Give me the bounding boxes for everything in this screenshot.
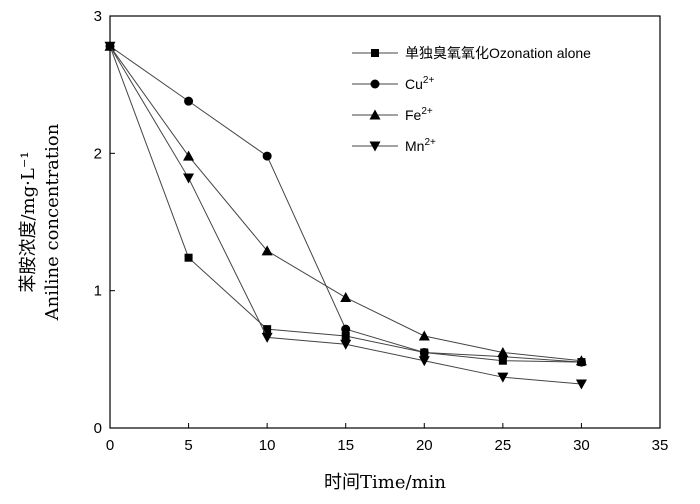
legend-marker (370, 79, 380, 89)
x-tick-label: 25 (495, 437, 512, 454)
legend-marker (369, 141, 381, 152)
legend-item-1: Cu2+ (352, 75, 434, 92)
legend-label: Mn2+ (405, 137, 436, 154)
series-2-point (418, 330, 430, 341)
series-group (104, 40, 587, 390)
series-3 (104, 41, 587, 390)
series-2-point (575, 355, 587, 366)
series-2-point (183, 150, 195, 161)
series-3-point (261, 332, 273, 343)
series-2 (104, 40, 587, 366)
legend-item-2: Fe2+ (352, 106, 433, 123)
legend-item-0: 单独臭氧氧化Ozonation alone (352, 45, 591, 61)
y-tick-label: 3 (94, 8, 102, 25)
series-0-point (184, 253, 193, 262)
legend-item-3: Mn2+ (352, 137, 436, 154)
legend-label: Fe2+ (405, 106, 433, 123)
series-1-point (262, 151, 272, 161)
y-tick-label: 0 (94, 420, 102, 437)
x-tick-label: 30 (573, 437, 590, 454)
y-axis-title-english: Aniline concentration (42, 123, 63, 321)
x-tick-label: 15 (337, 437, 354, 454)
series-3-point (418, 356, 430, 367)
series-3-point (575, 379, 587, 390)
y-tick-label: 1 (94, 283, 102, 300)
series-0-line (109, 46, 582, 363)
series-1 (105, 41, 586, 367)
x-tick-label: 0 (106, 437, 114, 454)
legend-label-superscript: 2+ (424, 137, 436, 148)
legend-label: 单独臭氧氧化Ozonation alone (405, 45, 591, 61)
series-1-point (184, 96, 194, 106)
legend-label-main: Fe (405, 107, 422, 123)
y-axis-title: 苯胺浓度/mg·L⁻¹ Aniline concentration (18, 123, 63, 321)
x-tick-label: 35 (652, 437, 669, 454)
series-3-point (340, 339, 352, 350)
series-3-point (183, 173, 195, 184)
series-2-line (109, 45, 582, 362)
series-2-point (261, 245, 273, 256)
series-2-point (340, 292, 352, 303)
legend-marker (371, 49, 379, 57)
y-tick-label: 2 (94, 145, 102, 162)
x-tick-label: 20 (416, 437, 433, 454)
legend-label: Cu2+ (405, 75, 434, 92)
series-3-point (104, 41, 116, 52)
legend-label-superscript: 2+ (421, 106, 433, 117)
series-1-line (109, 45, 582, 363)
series-1-point (419, 347, 429, 357)
x-tick-label: 10 (259, 437, 276, 454)
legend-label-superscript: 2+ (423, 75, 435, 86)
series-0-point (341, 331, 350, 340)
legend-label-main: Cu (405, 76, 423, 92)
axis-ticks: 0 5 10 15 20 25 30 35 0 1 2 3 (94, 8, 669, 454)
y-axis-title-chinese: 苯胺浓度/mg·L⁻¹ (18, 151, 39, 292)
series-0 (106, 42, 586, 367)
x-axis-title: 时间Time/min (324, 472, 446, 493)
legend-marker (369, 109, 381, 120)
x-tick-label: 5 (184, 437, 192, 454)
plot-frame (109, 15, 661, 429)
series-0-point (263, 325, 272, 334)
legend-label-main: Mn (405, 138, 424, 154)
series-3-point (497, 372, 509, 383)
legend-label-main: 单独臭氧氧化Ozonation alone (405, 45, 591, 61)
series-2-point (497, 346, 509, 357)
series-1-point (341, 324, 351, 334)
